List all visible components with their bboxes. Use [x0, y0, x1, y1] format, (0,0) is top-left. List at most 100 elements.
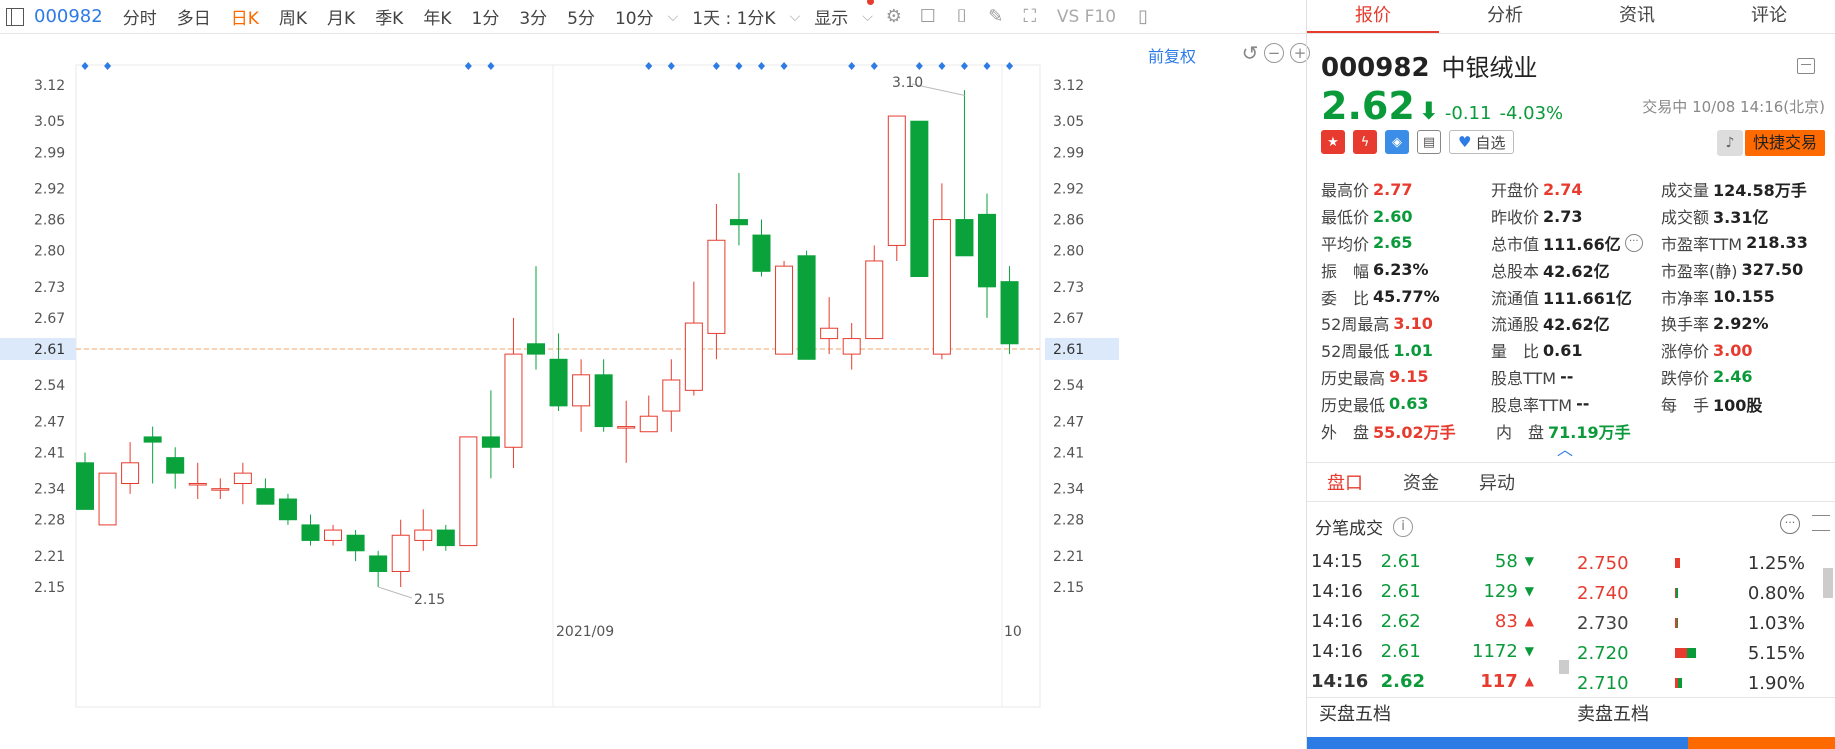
tick-price: 2.62	[1380, 610, 1421, 632]
tab-comments[interactable]: 评论	[1751, 5, 1787, 26]
stat-label: 振 幅	[1321, 261, 1370, 281]
notification-dot	[867, 0, 874, 5]
period-3min[interactable]: 3分	[519, 9, 548, 29]
kline-chart[interactable]: 3.12 3.12 3.05 3.05 2.99 2.99 2.92 2.92 2.86 2.86…	[0, 35, 1310, 749]
quick-trade-button[interactable]: 快捷交易	[1744, 130, 1825, 156]
menu-icon[interactable]	[1797, 58, 1815, 74]
chevron-up-icon[interactable]: ︿	[1557, 440, 1574, 459]
stat-label: 量 比	[1491, 342, 1540, 362]
distribution-row: 2.740 0.80%	[1577, 578, 1817, 608]
add-watchlist-button[interactable]: ♥ 自选	[1449, 130, 1515, 154]
stat-item: 成交量 124.58万手	[1661, 177, 1831, 201]
distribution-row: 2.750 1.25%	[1577, 548, 1817, 578]
current-price-band-right	[1045, 337, 1119, 360]
display-button[interactable]: 显示	[814, 9, 849, 29]
tab-order-book[interactable]: 盘口	[1327, 473, 1363, 494]
stock-code: 000982	[1321, 53, 1430, 83]
candle-down	[301, 524, 320, 541]
period-5min[interactable]: 5分	[567, 9, 595, 29]
tick-title: 分笔成交	[1315, 519, 1383, 539]
tick-price: 2.62	[1380, 670, 1425, 692]
tab-quote[interactable]: 报价	[1307, 0, 1439, 33]
stat-label: 内 盘	[1496, 422, 1545, 442]
stat-row: 平均价 2.65 总市值 111.66亿 ··· 市盈率TTM 218.33	[1321, 230, 1831, 257]
period-day-k[interactable]: 日K	[230, 9, 259, 29]
kline-svg[interactable]: 3.12 3.12 3.05 3.05 2.99 2.99 2.92 2.92 2.86 2.86…	[0, 35, 1306, 749]
period-quarter-k[interactable]: 季K	[375, 9, 404, 29]
stat-value: --	[1560, 367, 1574, 387]
y-tick-right: 2.28	[1053, 513, 1084, 529]
display-chevron-icon[interactable]: ⌵	[862, 8, 873, 25]
buy-volume-bar	[1675, 678, 1678, 688]
adjust-mode-label[interactable]: 前复权	[1148, 47, 1197, 66]
tick-time: 14:16	[1311, 670, 1369, 692]
price-change: -0.11	[1444, 103, 1492, 124]
fullscreen-icon[interactable]: ⛶	[1023, 6, 1037, 27]
distribution-scrollbar[interactable]	[1823, 568, 1833, 598]
stat-row: 振 幅 6.23% 总股本 42.62亿 市盈率(静) 327.50	[1321, 256, 1831, 283]
distribution-row: 2.710 1.90%	[1577, 668, 1817, 698]
stat-value: 55.02万手	[1373, 422, 1456, 442]
gear-icon[interactable]: ⚙	[885, 6, 902, 27]
candle-up	[459, 436, 478, 547]
candle-up	[775, 265, 794, 355]
y-tick-right: 2.67	[1053, 311, 1084, 327]
more-icon[interactable]: ···	[1780, 514, 1800, 534]
stat-label: 成交量	[1661, 181, 1710, 201]
period-duori[interactable]: 多日	[176, 9, 211, 29]
stat-value: 0.61	[1543, 340, 1583, 360]
event-marker-diamond	[780, 62, 788, 70]
stat-item: 市盈率TTM 218.33	[1661, 231, 1831, 255]
chart-toolbar: 000982 分时 多日 日K 周K 月K 季K 年K 1分 3分 5分 10分…	[0, 0, 1306, 34]
vs-f10-button[interactable]: VS F10	[1056, 6, 1117, 27]
stat-label: 市盈率TTM	[1661, 234, 1743, 254]
stat-item: 成交额 3.31亿	[1661, 204, 1831, 228]
lightning-icon[interactable]: ϟ	[1353, 130, 1377, 154]
tick-scrollbar[interactable]	[1559, 660, 1569, 674]
period-10min[interactable]: 10分	[614, 9, 654, 29]
tab-news[interactable]: 资讯	[1619, 5, 1655, 26]
tag-icon[interactable]: ◈	[1385, 130, 1409, 154]
sell-ratio-bar	[1687, 737, 1835, 749]
stat-item: 平均价 2.65	[1321, 231, 1491, 255]
bell-icon[interactable]: ♪	[1717, 130, 1743, 156]
y-tick-right: 2.99	[1053, 145, 1084, 161]
tab-abnormal[interactable]: 异动	[1479, 473, 1515, 494]
stat-label: 每 手	[1661, 395, 1710, 415]
more-icon[interactable]: ···	[1624, 233, 1643, 252]
zoom-in-icon[interactable]: +	[1290, 43, 1310, 63]
stat-item: 52周最低 1.01	[1321, 338, 1491, 362]
list-icon[interactable]	[1812, 515, 1830, 531]
period-fenshi[interactable]: 分时	[122, 9, 157, 29]
chevron-down-icon[interactable]: ⌵	[667, 8, 679, 25]
camera-icon[interactable]: ⌷	[956, 6, 968, 27]
period-week-k[interactable]: 周K	[278, 9, 308, 29]
square-icon[interactable]: ☐	[919, 6, 936, 27]
y-tick-left: 2.80	[34, 244, 65, 260]
zoom-out-icon[interactable]: −	[1264, 43, 1284, 63]
info-icon[interactable]: i	[1393, 516, 1413, 537]
interval-chevron-icon[interactable]: ⌵	[789, 8, 801, 25]
undo-icon[interactable]: ↺	[1241, 41, 1259, 65]
stat-value: 45.77%	[1373, 287, 1440, 307]
stat-value: 111.661亿	[1543, 288, 1632, 308]
interval-select[interactable]: 1天 : 1分K	[692, 9, 776, 29]
distribution-row: 2.720 5.15%	[1577, 638, 1817, 668]
stat-item: 历史最高 9.15	[1321, 365, 1491, 389]
tab-fund-flow[interactable]: 资金	[1403, 473, 1439, 494]
stock-code-link[interactable]: 000982	[34, 6, 103, 27]
period-month-k[interactable]: 月K	[327, 9, 356, 29]
candle-up	[617, 426, 636, 429]
pencil-icon[interactable]: ✎	[988, 6, 1004, 27]
stat-value: 42.62亿	[1543, 261, 1610, 281]
stat-value: 0.63	[1389, 394, 1429, 414]
distribution-bar	[1675, 648, 1735, 658]
panel-toggle-icon[interactable]: ▯	[1138, 6, 1149, 27]
bookmark-icon[interactable]: ▤	[1417, 130, 1441, 154]
period-year-k[interactable]: 年K	[423, 9, 452, 29]
triangle-up-icon: ▲	[1524, 614, 1535, 628]
tab-analysis[interactable]: 分析	[1487, 5, 1523, 26]
period-1min[interactable]: 1分	[471, 9, 500, 29]
sidebar-toggle-icon[interactable]	[6, 7, 24, 26]
distribution-bar	[1675, 558, 1735, 568]
